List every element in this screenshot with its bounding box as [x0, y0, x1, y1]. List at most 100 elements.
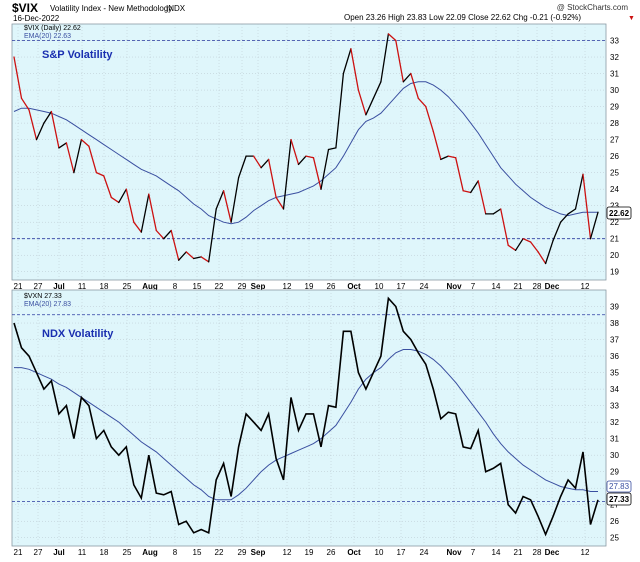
vix-price-segment — [440, 155, 449, 161]
vix-x-tick-label: 29 — [238, 282, 247, 291]
vix-price-segment — [327, 147, 337, 151]
vix-price-segment — [395, 39, 404, 83]
vix-y-tick-label: 29 — [610, 103, 619, 112]
vxn-x-tick-label: 12 — [581, 548, 590, 557]
vix-price-segment — [402, 72, 412, 83]
vxn-y-tick-label: 39 — [610, 303, 619, 312]
vix-price-segment — [252, 155, 262, 169]
vxn-y-tick-label: 25 — [610, 534, 619, 543]
index-name: Volatility Index - New Methodology — [50, 4, 172, 13]
vix-price-segment — [222, 190, 232, 223]
vix-y-tick-label: 20 — [610, 251, 619, 260]
vix-x-tick-label: Nov — [446, 282, 462, 291]
vix-price-segment — [350, 48, 360, 91]
vix-price-segment — [267, 158, 277, 199]
vix-price-segment — [290, 138, 300, 166]
vxn-x-tick-label: 19 — [305, 548, 314, 557]
vxn-vertical-grid — [17, 290, 586, 546]
vix-price-segment — [170, 229, 180, 261]
vxn-x-tick-label: Nov — [446, 548, 462, 557]
vix-price-segment — [103, 175, 112, 199]
vix-price-segment — [185, 251, 195, 260]
vix-price-segment — [110, 196, 120, 204]
vix-price-segment — [514, 238, 524, 251]
vix-price-segment — [118, 188, 127, 204]
vix-y-tick-label: 33 — [610, 37, 619, 46]
vix-price-segment — [73, 138, 83, 174]
vxn-x-tick-label: 10 — [375, 548, 384, 557]
vix-price-segment — [155, 229, 165, 240]
vix-x-tick-label: 24 — [420, 282, 429, 291]
vix-y-tick-label: 32 — [610, 53, 619, 62]
vix-y-tick-label: 22 — [610, 218, 619, 227]
vxn-x-tick-label: 18 — [100, 548, 109, 557]
vxn-x-tick-label: 25 — [123, 548, 132, 557]
vix-price-segment — [410, 72, 419, 99]
vix-price-segment — [559, 213, 569, 223]
vxn-x-tick-label: 28 — [533, 548, 542, 557]
vxn-x-tick-label: Sep — [251, 548, 266, 557]
vix-x-tick-label: 28 — [533, 282, 542, 291]
vxn-x-tick-label: 27 — [34, 548, 43, 557]
vix-price-segment — [133, 221, 142, 233]
vix-price-segment — [589, 211, 599, 240]
vix-x-tick-label: 11 — [78, 282, 87, 291]
vix-price-segment — [342, 48, 352, 75]
exchange: INDX — [166, 4, 186, 13]
vix-x-tick-label: Dec — [545, 282, 560, 291]
vix-price-segment — [28, 109, 38, 141]
vix-ema-line — [13, 81, 598, 225]
vix-legend-ema: EMA(20) 22.63 — [24, 33, 71, 40]
chart-date: 16-Dec-2022 — [13, 14, 60, 23]
vix-price-segment — [13, 56, 23, 99]
ohlc-readout: Open 23.26 High 23.83 Low 22.09 Close 22… — [344, 13, 581, 22]
vxn-last-value: 27.33 — [609, 495, 630, 504]
vix-panel-bg — [11, 23, 607, 281]
vxn-x-tick-label: 26 — [327, 548, 336, 557]
vix-price-segment — [335, 72, 345, 149]
vix-x-tick-label: 12 — [283, 282, 292, 291]
vxn-x-axis: 21 27 Jul 11 18 25 Aug 8 15 22 29 Sep 12 19 26 Oct 10 17 2… — [14, 548, 590, 557]
vix-price-segment — [320, 148, 330, 190]
vix-price-segment — [208, 208, 217, 263]
vxn-x-tick-label: Aug — [142, 548, 158, 557]
change-arrow: ▼ — [628, 15, 635, 22]
vix-price-segment — [43, 110, 53, 124]
vix-price-segment — [88, 145, 98, 174]
vix-x-tick-label: Jul — [53, 282, 65, 291]
vix-price-segment — [260, 158, 270, 169]
vix-price-segment — [148, 193, 157, 232]
vix-price-segment — [432, 130, 442, 161]
vix-x-tick-label: 26 — [327, 282, 336, 291]
vix-price-segment — [95, 171, 105, 177]
vix-x-tick-label: Oct — [347, 282, 361, 291]
vix-x-tick-label: 17 — [397, 282, 406, 291]
vix-y-tick-label: 19 — [610, 268, 619, 277]
vix-price-segment — [58, 142, 68, 149]
vix-x-tick-label: Sep — [251, 282, 266, 291]
vxn-x-tick-label: Oct — [347, 548, 361, 557]
vix-price-segment — [312, 157, 322, 190]
vix-price-segment — [417, 97, 427, 108]
vix-price-line — [13, 33, 599, 265]
vix-panel: 19 20 21 22 23 24 25 26 27 28 29 30 31 32 33 $VIX (Dai… — [11, 23, 632, 281]
vxn-y-tick-label: 35 — [610, 369, 619, 378]
vix-panel-title: S&P Volatility — [42, 49, 113, 61]
vix-x-tick-label: 18 — [100, 282, 109, 291]
vxn-x-tick-label: 8 — [173, 548, 178, 557]
vxn-x-tick-label: 15 — [193, 548, 202, 557]
vxn-horizontal-grid — [12, 306, 606, 538]
vix-x-axis: 21 27 Jul 11 18 25 Aug 8 15 22 29 Sep 12 19 26 Oct 10 17 2… — [14, 282, 590, 291]
vxn-y-axis: 252627282930313233343536373839 — [610, 303, 619, 543]
vix-price-segment — [529, 241, 539, 253]
vxn-ema-value-tag: 27.83 — [606, 480, 632, 493]
vxn-y-tick-label: 34 — [610, 385, 619, 394]
vix-x-tick-label: Aug — [142, 282, 158, 291]
vix-price-segment — [275, 196, 285, 210]
vix-price-segment — [372, 81, 382, 99]
vix-price-segment — [380, 33, 390, 83]
vix-price-segment — [163, 229, 172, 240]
vix-price-segment — [357, 89, 367, 116]
vxn-x-tick-label: 14 — [492, 548, 501, 557]
